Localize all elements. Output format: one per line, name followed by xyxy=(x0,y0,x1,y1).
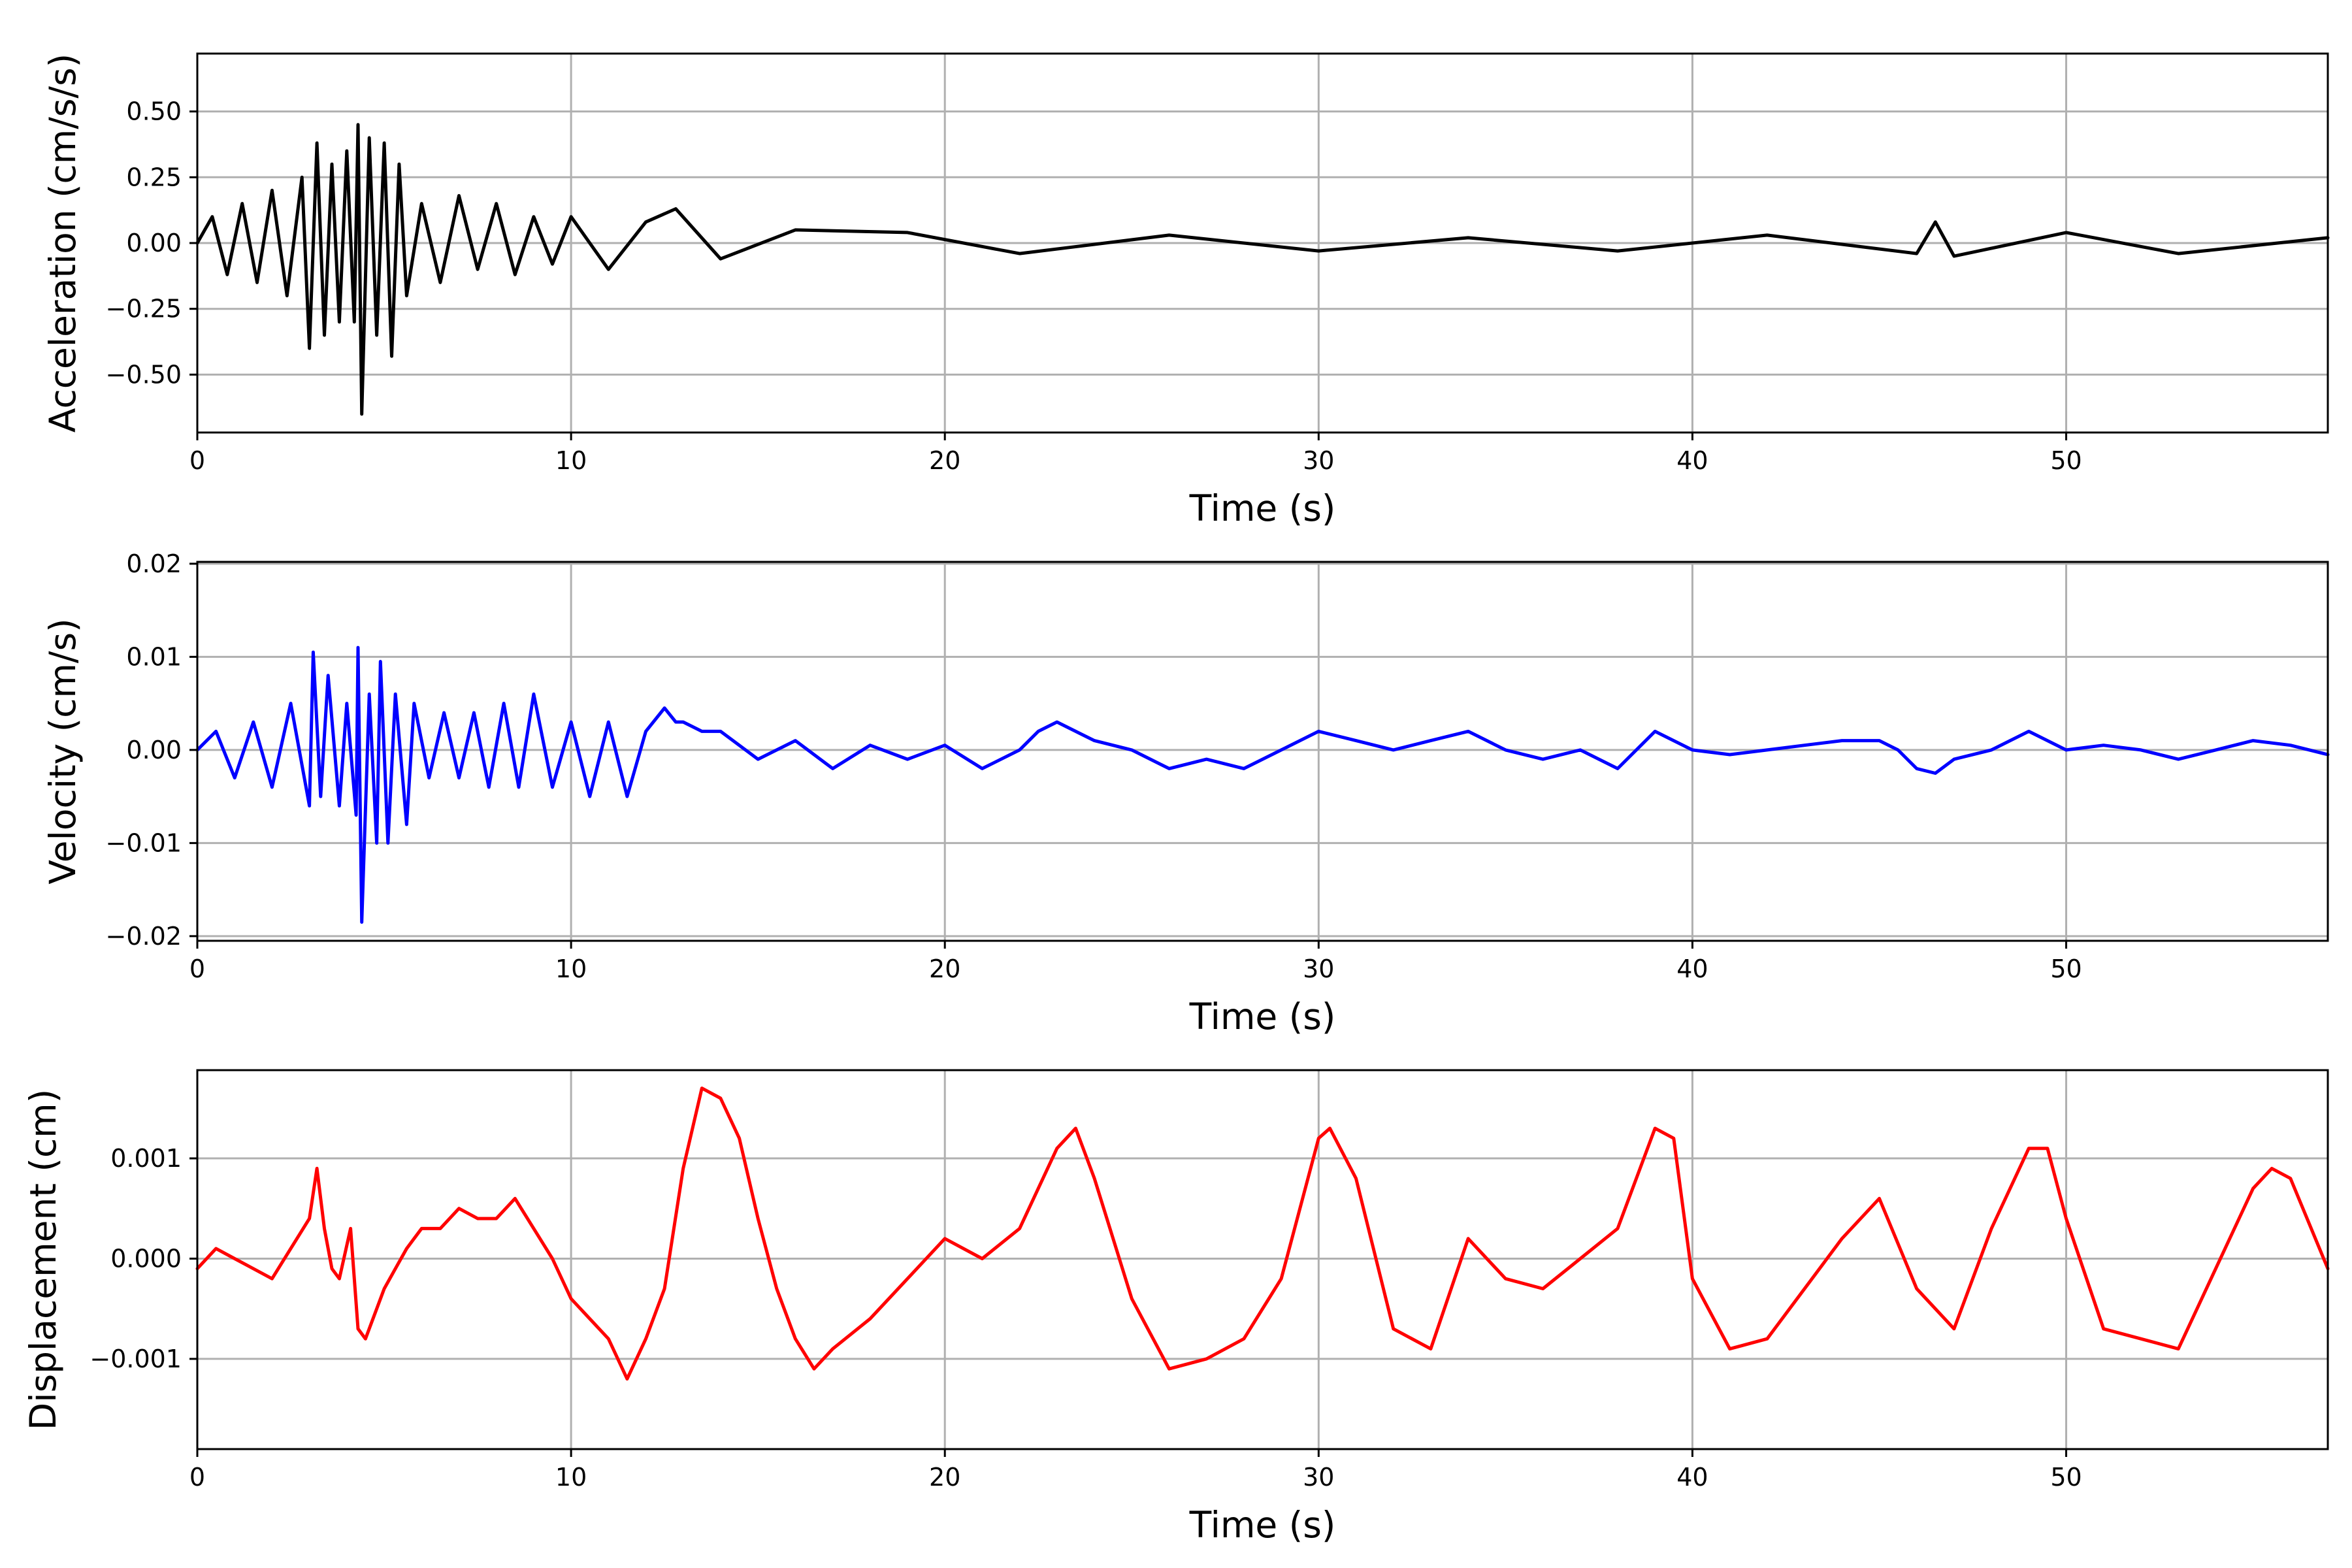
velocity-x-tick-label: 50 xyxy=(2050,955,2082,983)
velocity-x-tick-label: 30 xyxy=(1303,955,1334,983)
velocity-x-tick-label: 10 xyxy=(555,955,587,983)
acceleration-x-tick-label: 10 xyxy=(555,446,587,475)
displacement-y-tick-label: 0.001 xyxy=(110,1144,182,1173)
displacement-x-tick-label: 30 xyxy=(1303,1463,1334,1492)
acceleration-x-tick-label: 0 xyxy=(189,446,205,475)
acceleration-y-tick-label: 0.50 xyxy=(126,97,182,126)
acceleration-x-tick-label: 30 xyxy=(1303,446,1334,475)
velocity-x-axis-label: Time (s) xyxy=(1189,996,1336,1037)
velocity-x-tick-label: 40 xyxy=(1676,955,1708,983)
displacement-x-tick-label: 40 xyxy=(1676,1463,1708,1492)
acceleration-y-axis-label: Acceleration (cm/s/s) xyxy=(42,54,84,433)
displacement-panel: 0 10 20 30 40 50 −0.001 0.000 0.001 Time (s) Displ… xyxy=(22,1069,2330,1546)
velocity-series-line xyxy=(195,645,2330,924)
velocity-y-tick-label: 0.02 xyxy=(126,549,182,578)
velocity-panel: 0 10 20 30 40 50 −0.02 −0.01 0.00 0.01 0.02 Time (s… xyxy=(42,549,2330,1037)
acceleration-y-tick-label: 0.25 xyxy=(126,163,182,191)
acceleration-x-tick-label: 40 xyxy=(1676,446,1708,475)
acceleration-x-axis-label: Time (s) xyxy=(1189,487,1336,529)
displacement-x-tick-label: 20 xyxy=(929,1463,960,1492)
displacement-x-tick-label: 50 xyxy=(2050,1463,2082,1492)
velocity-y-tick-label: 0.01 xyxy=(126,642,182,671)
acceleration-series-line xyxy=(195,123,2330,416)
velocity-y-tick-label: 0.00 xyxy=(126,736,182,764)
acceleration-y-tick-label: −0.25 xyxy=(106,295,182,323)
acceleration-y-tick-label: −0.50 xyxy=(106,360,182,389)
acceleration-y-tick-label: 0.00 xyxy=(126,229,182,257)
displacement-y-tick-label: 0.000 xyxy=(110,1244,182,1273)
displacement-x-tick-label: 0 xyxy=(189,1463,205,1492)
acceleration-x-tick-label: 20 xyxy=(929,446,960,475)
acceleration-panel: 0 10 20 30 40 50 −0.50 −0.25 0.00 0.25 0.50 Time (s… xyxy=(42,52,2330,529)
velocity-x-tick-label: 0 xyxy=(189,955,205,983)
displacement-y-axis-label: Displacement (cm) xyxy=(22,1089,64,1430)
velocity-plot-frame xyxy=(196,561,2329,942)
displacement-x-axis-label: Time (s) xyxy=(1189,1504,1336,1546)
velocity-y-tick-label: −0.02 xyxy=(106,922,182,951)
displacement-x-tick-label: 10 xyxy=(555,1463,587,1492)
acceleration-x-tick-label: 50 xyxy=(2050,446,2082,475)
charts-group: 0 10 20 30 40 50 −0.50 −0.25 0.00 0.25 0.50 Time (s… xyxy=(22,52,2330,1546)
velocity-y-tick-label: −0.01 xyxy=(106,828,182,857)
displacement-plot-frame xyxy=(196,1069,2329,1450)
displacement-y-tick-label: −0.001 xyxy=(90,1345,182,1373)
velocity-x-tick-label: 20 xyxy=(929,955,960,983)
displacement-series-line xyxy=(195,1086,2330,1381)
velocity-y-axis-label: Velocity (cm/s) xyxy=(42,618,84,884)
